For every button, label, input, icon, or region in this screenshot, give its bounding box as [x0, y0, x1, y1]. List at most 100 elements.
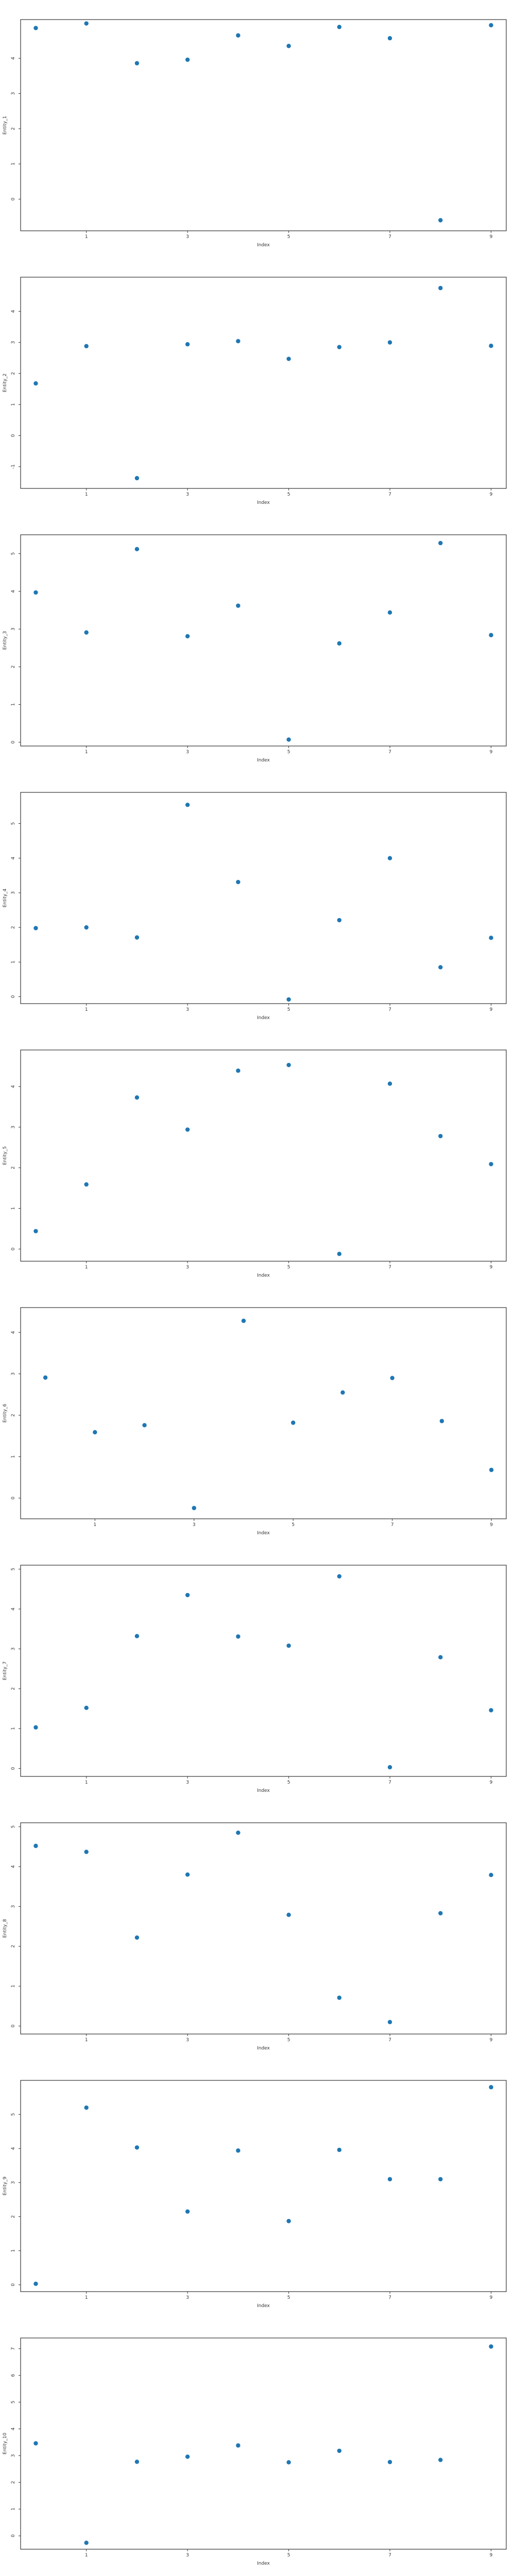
y-tick-label: -1: [11, 464, 16, 469]
x-tick-label: 5: [287, 2295, 290, 2300]
data-point: [192, 1505, 196, 1511]
x-tick-label: 9: [490, 2553, 493, 2558]
x-axis-label: Index: [257, 1788, 270, 1793]
plot-frame: [20, 1049, 507, 1262]
y-tick-label: 1: [11, 2507, 16, 2511]
y-tick-label: 0: [11, 995, 16, 998]
data-point: [236, 339, 241, 344]
data-point: [134, 2460, 140, 2464]
y-tick-label: 3: [11, 1905, 16, 1908]
y-tick-label: 2: [11, 1414, 16, 1417]
plot-frame: [20, 2080, 507, 2292]
data-point: [33, 2281, 38, 2286]
x-tick-label: 9: [490, 1522, 493, 1528]
y-tick-label: 4: [11, 1865, 16, 1868]
data-point: [236, 2148, 241, 2153]
data-point: [387, 1765, 392, 1770]
y-tick-label: 3: [11, 1372, 16, 1376]
x-tick-label: 3: [186, 2553, 189, 2558]
y-tick-label: 5: [11, 2401, 16, 2404]
y-tick-label: 0: [11, 1767, 16, 1770]
chart-4: 1 3 5 7 9 0 1 2 3 4 5 Index Entity_4: [3, 792, 507, 1021]
y-tick-label: 1: [11, 403, 16, 406]
chart-2: 1 3 5 7 9 -1 0 1 2 3 4 Index Entity_2: [3, 277, 507, 505]
y-tick-label: 1: [11, 162, 16, 165]
x-tick-label: 1: [85, 2553, 88, 2558]
x-tick-label: 7: [388, 750, 391, 755]
plot-frame: [20, 1565, 507, 1777]
chart-5: 1 3 5 7 9 0 1 2 3 4 Index Entity_5: [3, 1049, 507, 1278]
x-axis-label: Index: [257, 2561, 270, 2566]
data-point: [489, 1162, 493, 1166]
y-axis-label: Entity_3: [3, 631, 8, 650]
data-point: [286, 2218, 291, 2224]
data-point: [438, 1133, 443, 1139]
data-point: [286, 1643, 291, 1648]
x-tick-label: 7: [391, 1522, 394, 1528]
x-tick-label: 5: [287, 492, 290, 497]
data-point: [84, 925, 89, 930]
data-point: [387, 1081, 392, 1086]
data-point: [134, 1095, 140, 1100]
y-tick-label: 4: [11, 857, 16, 860]
data-point: [438, 1911, 443, 1916]
y-axis-label: Entity_10: [3, 2433, 8, 2455]
x-axis-label: Index: [257, 1015, 270, 1021]
x-tick-label: 7: [388, 1007, 391, 1012]
data-point: [84, 1850, 89, 1854]
x-tick-label: 9: [490, 1780, 493, 1785]
y-tick-label: 5: [11, 1568, 16, 1571]
y-tick-label: 0: [11, 434, 16, 437]
data-point: [134, 1634, 140, 1638]
data-point: [438, 1655, 443, 1659]
y-tick-label: 2: [11, 1687, 16, 1690]
y-tick-label: 0: [11, 197, 16, 200]
data-point: [489, 2085, 493, 2090]
data-point: [185, 2454, 190, 2459]
data-point: [337, 345, 342, 349]
x-tick-label: 9: [490, 1265, 493, 1270]
data-point: [286, 737, 291, 742]
x-tick-label: 1: [85, 492, 88, 497]
x-tick-label: 1: [85, 234, 88, 240]
x-tick-label: 7: [388, 2038, 391, 2043]
data-point: [286, 44, 291, 48]
x-tick-label: 5: [287, 1780, 290, 1785]
y-tick-label: 2: [11, 926, 16, 929]
data-point: [33, 1229, 38, 1233]
y-tick-label: 3: [11, 628, 16, 631]
data-point: [387, 36, 392, 41]
data-point: [286, 1912, 291, 1917]
data-point: [185, 1127, 190, 1132]
y-tick-label: 6: [11, 2374, 16, 2377]
data-point: [390, 1376, 394, 1380]
data-point: [438, 540, 443, 546]
plot-frame: [20, 534, 507, 747]
y-tick-label: 4: [11, 2427, 16, 2430]
chart-7: 1 3 5 7 9 0 1 2 3 4 5 Index Entity_7: [3, 1565, 507, 1793]
data-point: [337, 25, 342, 29]
y-axis-label: Entity_6: [3, 1403, 8, 1422]
data-point: [185, 634, 190, 639]
data-point: [387, 2177, 392, 2181]
data-point: [438, 2458, 443, 2462]
data-point: [489, 2344, 493, 2349]
data-point: [33, 2441, 38, 2446]
data-point: [185, 342, 190, 347]
y-axis-label: Entity_7: [3, 1662, 8, 1681]
data-point: [438, 965, 443, 970]
data-point: [439, 1419, 444, 1423]
plot-frame: [20, 2337, 507, 2550]
data-point: [134, 476, 140, 481]
y-tick-label: 1: [11, 1207, 16, 1210]
y-tick-label: 2: [11, 2481, 16, 2484]
x-axis-label: Index: [257, 2303, 270, 2309]
data-point: [134, 1935, 140, 1940]
y-tick-label: 2: [11, 1166, 16, 1170]
data-point: [337, 641, 342, 646]
data-point: [337, 2147, 342, 2153]
data-point: [185, 1592, 190, 1598]
x-tick-label: 1: [85, 750, 88, 755]
y-tick-label: 5: [11, 552, 16, 555]
